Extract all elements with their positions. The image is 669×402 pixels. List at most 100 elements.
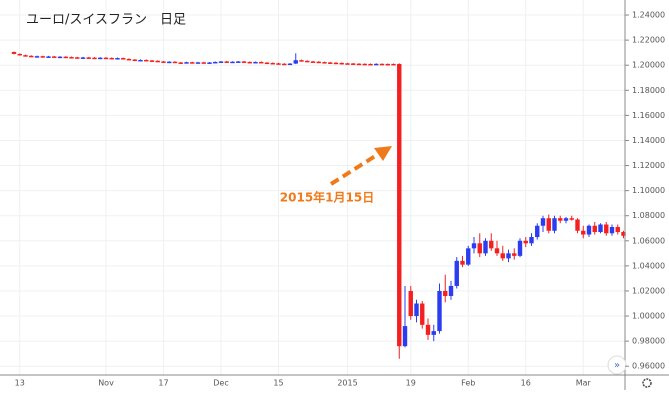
y-tick-label: 1.10000 [632, 186, 665, 195]
candle-body [299, 60, 304, 62]
candle-body [379, 63, 385, 66]
candle-body [52, 56, 57, 58]
candle-body [46, 56, 51, 58]
candle-body [11, 52, 17, 54]
candle-body [310, 61, 316, 63]
candle-body [75, 57, 80, 59]
candle-body [471, 243, 477, 249]
annotation-arrow [329, 151, 382, 186]
y-tick-label: 1.12000 [632, 161, 665, 170]
candle-body [506, 253, 511, 259]
x-tick-label: Feb [461, 379, 475, 388]
candle-body [328, 62, 333, 64]
candle-body [391, 63, 396, 66]
candle-body [483, 240, 488, 254]
x-tick-label: Dec [213, 379, 228, 388]
candle-body [437, 290, 442, 332]
candle-body [454, 260, 459, 286]
candle-body [431, 331, 436, 335]
candle-body [362, 63, 367, 66]
candle-body [356, 63, 362, 66]
x-tick-label: 19 [406, 379, 416, 388]
candle-body [241, 61, 247, 63]
candle-body [293, 60, 298, 64]
candle-body [558, 218, 563, 221]
candle-body [552, 218, 557, 231]
candle-body [184, 62, 189, 64]
candle-body [155, 60, 160, 63]
y-tick-label: 1.00000 [632, 312, 665, 321]
x-tick-label: Mar [576, 379, 592, 388]
candle-body [569, 218, 574, 220]
y-tick-label: 1.08000 [632, 211, 665, 220]
candle-body [460, 260, 465, 265]
candle-body [374, 63, 379, 66]
candle-body [144, 59, 149, 62]
candle-body [586, 225, 592, 235]
y-tick-label: 1.06000 [632, 236, 665, 245]
x-tick-label: 15 [273, 379, 283, 388]
candle-body [466, 248, 471, 265]
candle-body [63, 56, 68, 59]
y-tick-label: 0.98000 [632, 337, 665, 346]
candle-body [385, 63, 390, 66]
y-tick-label: 1.16000 [632, 111, 665, 120]
candle-body [34, 56, 40, 58]
candle-body [339, 62, 344, 65]
candle-body [420, 303, 425, 325]
candle-body [316, 61, 321, 64]
candle-body [322, 62, 327, 64]
grid [0, 0, 625, 375]
candle-body [581, 230, 586, 235]
candle-body [115, 58, 120, 60]
candle-body [443, 290, 448, 296]
candle-body [259, 61, 264, 64]
candle-body [368, 63, 373, 66]
candle-body [351, 63, 356, 65]
candle-body [57, 56, 63, 59]
candle-body [535, 225, 540, 238]
y-tick-label: 1.14000 [632, 136, 665, 145]
candle-body [218, 61, 224, 63]
candle-body [201, 62, 206, 64]
candle-body [563, 218, 569, 221]
candle-body [80, 57, 86, 59]
chart-title: ユーロ/スイスフラン 日足 [26, 13, 186, 28]
candle-body [517, 240, 523, 256]
candle-body [224, 61, 229, 63]
candle-body [121, 58, 126, 60]
x-tick-label: Nov [98, 379, 114, 388]
candle-body [305, 60, 310, 63]
candle-body [270, 62, 275, 65]
x-tick-label: 17 [158, 379, 168, 388]
candle-body [29, 55, 34, 58]
candle-body [287, 63, 293, 66]
candle-body [167, 61, 172, 64]
candle-body [172, 61, 178, 64]
candle-body [253, 61, 258, 64]
candle-body [333, 62, 339, 65]
y-tick-label: 1.20000 [632, 61, 665, 70]
candle-body [592, 225, 597, 233]
scroll-button[interactable] [607, 355, 627, 375]
candle-body [402, 326, 408, 347]
candle-body [523, 240, 528, 244]
x-tick-label: 13 [15, 379, 25, 388]
candle-body [529, 237, 534, 244]
candle-body [190, 62, 195, 64]
candle-body [397, 63, 402, 347]
candle-body [494, 248, 500, 254]
y-tick-label: 1.22000 [632, 36, 665, 45]
x-tick-label: 2015 [337, 379, 357, 388]
candle-body [92, 57, 97, 60]
candle-body [161, 61, 166, 63]
candle-body [103, 57, 109, 60]
x-tick-label: 16 [521, 379, 531, 388]
settings-icon[interactable] [642, 378, 652, 388]
candle-body [282, 63, 287, 66]
candle-body [98, 57, 103, 60]
candle-body [132, 59, 137, 62]
candle-body [448, 285, 454, 296]
candle-body [264, 62, 270, 65]
